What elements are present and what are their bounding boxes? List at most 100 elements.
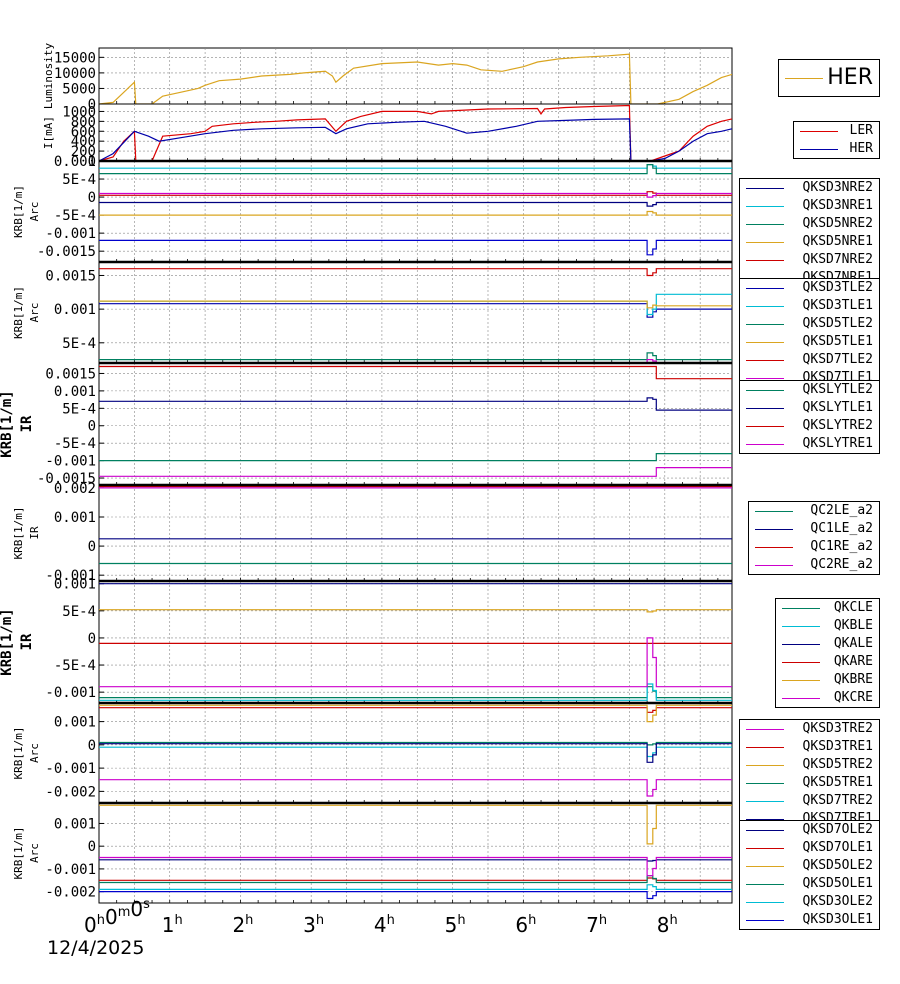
legend-box: HER	[778, 59, 880, 97]
y-tick-label: 5E-4	[62, 604, 96, 620]
legend-swatch	[782, 680, 820, 681]
legend-entry: QC2LE_a2	[749, 502, 879, 520]
legend-swatch	[746, 729, 784, 730]
y-tick-label: -0.002	[45, 784, 96, 800]
y-axis-sublabel: Arc	[28, 843, 41, 863]
legend-label: QKSD5TRE2	[802, 757, 873, 772]
legend-label: QKSD7TRE2	[802, 793, 873, 808]
legend-label: QKCRE	[833, 690, 873, 705]
y-tick-label: 0.0015	[45, 268, 96, 284]
legend-entry: QKSD5NRE1	[740, 233, 879, 251]
y-tick-label: -0.001	[45, 226, 96, 242]
legend-label: LER	[849, 123, 873, 138]
legend-label: QKARE	[833, 654, 873, 669]
legend-box: QKCLE QKBLE QKALE QKARE QKBRE QKCRE	[775, 598, 880, 708]
legend-swatch	[746, 747, 784, 748]
series-line-her	[99, 53, 732, 104]
legend-label: QKSD7TLE2	[802, 352, 873, 367]
y-tick-label: 0.001	[54, 384, 96, 400]
legend-label: QC2LE_a2	[810, 503, 873, 518]
legend-entry: QKSD3NRE1	[740, 197, 879, 215]
series-line-qksd7tle2	[99, 268, 732, 277]
series-line-qkslytre2	[99, 365, 732, 380]
y-tick-label: -0.001	[45, 761, 96, 777]
legend-swatch	[746, 765, 784, 766]
y-tick-label: -0.0015	[37, 244, 96, 260]
y-axis-label: KRB[1/m]	[12, 286, 25, 339]
legend-swatch	[746, 902, 784, 903]
y-tick-label: 0	[88, 97, 96, 113]
legend-entry: LER	[794, 122, 879, 140]
y-axis-label: KRB[1/m]	[12, 507, 25, 560]
y-tick-label: 0.001	[54, 510, 96, 526]
series-line-qkbre	[99, 609, 732, 613]
legend-label: QC1RE_a2	[810, 539, 873, 554]
y-axis-label: KRB[1/m]	[12, 827, 25, 880]
legend-swatch	[746, 884, 784, 885]
series-line-qksd3ole2	[99, 884, 732, 890]
series-line-qksd7nre1	[99, 192, 732, 198]
legend-swatch	[746, 260, 784, 261]
series-line-qksd7ole1	[99, 877, 732, 881]
legend-swatch	[746, 360, 784, 361]
legend-label: HER	[849, 141, 873, 156]
legend-swatch	[755, 529, 793, 530]
y-tick-label: 800	[71, 114, 96, 130]
y-tick-label: 0	[88, 738, 96, 754]
series-line-qksd5tle1	[99, 300, 732, 309]
legend-box: LER HER	[793, 121, 880, 159]
legend-entry: HER	[779, 60, 879, 96]
y-axis-label: KRB[1/m]	[0, 390, 15, 457]
legend-label: QKSLYTLE2	[802, 382, 873, 397]
legend-label: QKSD3NRE1	[802, 198, 873, 213]
y-tick-label: -0.001	[45, 454, 96, 470]
legend-swatch	[785, 78, 823, 79]
y-axis-label: Luminosity	[42, 43, 55, 110]
legend-entry: QKSLYTLE2	[740, 381, 879, 399]
y-axis-label: KRB[1/m]	[12, 185, 25, 238]
legend-entry: QKSD7NRE2	[740, 251, 879, 269]
y-axis-sublabel: IR	[19, 633, 35, 650]
legend-swatch	[746, 866, 784, 867]
legend-entry: QKSLYTRE2	[740, 417, 879, 435]
y-tick-label: 0.002	[54, 481, 96, 497]
y-axis-label: KRB[1/m]	[12, 727, 25, 780]
legend-swatch	[800, 149, 838, 150]
legend-entry: QKSD3TRE1	[740, 738, 879, 756]
legend-label: QKSD7OLE2	[802, 822, 873, 837]
legend-entry: QKSD3TLE1	[740, 297, 879, 315]
legend-label: QKCLE	[833, 600, 873, 615]
x-tick-label: 4h	[374, 913, 395, 937]
legend-entry: QKSLYTRE1	[740, 435, 879, 453]
legend-entry: QKSD5TLE1	[740, 333, 879, 351]
legend-entry: QC1RE_a2	[749, 538, 879, 556]
legend-box: QC2LE_a2 QC1LE_a2 QC1RE_a2 QC2RE_a2	[748, 501, 880, 575]
legend-label: QC1LE_a2	[810, 521, 873, 536]
legend-swatch	[746, 848, 784, 849]
legend-swatch	[746, 378, 784, 379]
y-tick-label: -0.001	[45, 685, 96, 701]
legend-box: QKSD3TLE2 QKSD3TLE1 QKSD5TLE2 QKSD5TLE1 QKSD…	[739, 278, 880, 388]
y-tick-label: 0	[88, 631, 96, 647]
legend-label: QKSD5OLE2	[802, 858, 873, 873]
series-line-extra-blue	[99, 239, 732, 256]
series-line-qksd3tle2	[99, 303, 732, 318]
panel-frame	[98, 47, 733, 105]
legend-entry: QKBLE	[776, 617, 879, 635]
legend-entry: QKSLYTLE1	[740, 399, 879, 417]
series-line-ler	[99, 104, 732, 161]
x-tick-label: 1h	[162, 913, 183, 937]
legend-label: QKSD3TRE2	[802, 721, 873, 736]
x-tick-label: 8h	[657, 913, 678, 937]
legend-label: QKSD5TRE1	[802, 775, 873, 790]
y-tick-label: 200	[71, 144, 96, 160]
series-line-qksd5tre1	[99, 741, 732, 746]
panel-frame	[98, 261, 733, 364]
series-line-qkslytre1	[99, 467, 732, 477]
series-line-qksd5tle2	[99, 352, 732, 361]
legend-label: QC2RE_a2	[810, 557, 873, 572]
series-line-qksd7ole2	[99, 859, 732, 862]
y-tick-label: 0	[88, 419, 96, 435]
legend-entry: QKALE	[776, 635, 879, 653]
